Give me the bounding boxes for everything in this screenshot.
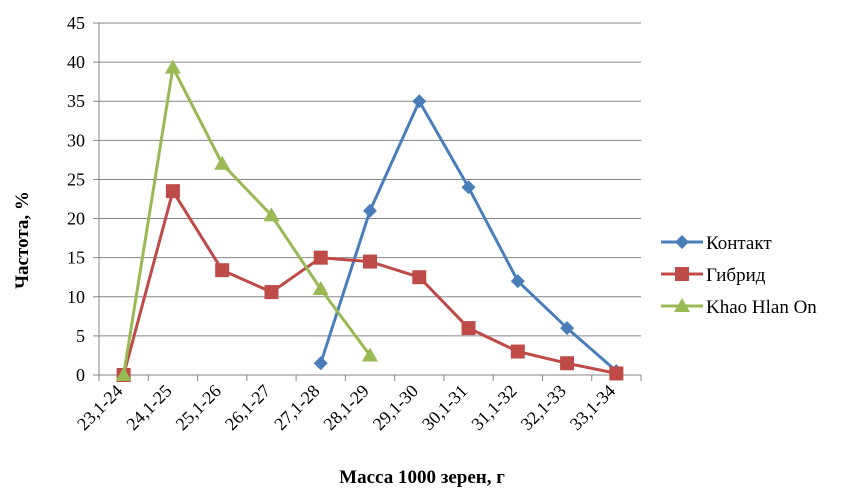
legend-label: Гибрид [706,265,766,286]
y-tick-label: 15 [67,248,85,268]
data-point [510,274,525,289]
data-point [263,207,280,222]
x-tick-label: 31,1-32 [467,381,520,434]
y-tick-label: 25 [67,169,85,189]
y-tick-label: 45 [67,13,85,33]
data-point [560,356,575,371]
legend-item: Гибрид [661,265,766,286]
series-line [122,66,372,376]
legend-marker [674,298,690,312]
y-tick-label: 5 [76,326,85,346]
data-point [510,344,525,359]
x-tick-label: 26,1-27 [221,381,274,434]
x-tick-label: 28,1-29 [319,381,372,434]
y-tick-label: 0 [76,365,85,385]
x-tick-label: 25,1-26 [172,381,225,434]
data-point [214,155,231,170]
x-tick-label: 24,1-25 [122,381,175,434]
data-point [115,367,132,381]
data-point [264,285,279,300]
plot-series [115,59,624,382]
legend-label: Контакт [706,233,772,254]
data-point [312,280,329,295]
data-point [164,59,181,74]
data-point [609,366,624,381]
y-axis-title: Частота, % [12,191,33,289]
data-point [363,203,377,218]
data-point [313,356,328,371]
data-point [412,94,427,109]
y-tick-label: 10 [67,287,85,307]
x-tick-label: 23,1-24 [73,381,126,434]
legend-item: Контакт [661,233,772,254]
x-tick-label: 29,1-30 [369,381,422,434]
legend: Контакт Гибрид Khao Hlan On [661,233,817,318]
data-point [363,254,377,269]
data-point [362,347,378,362]
data-point [461,180,476,195]
y-tick-label: 40 [67,52,85,72]
series-3 [115,59,378,381]
y-tick-label: 30 [67,130,85,150]
legend-item: Khao Hlan On [661,297,817,318]
data-point [560,321,575,336]
gridlines [99,22,641,337]
legend-marker [675,267,689,281]
axes: 05101520253035404523,1-2424,1-2525,1-262… [67,13,642,434]
y-tick-label: 35 [67,91,85,111]
x-tick-label: 30,1-31 [418,381,471,434]
data-point [313,250,328,265]
x-tick-label: 32,1-33 [517,381,570,434]
x-axis-title: Масса 1000 зерен, г [339,467,505,488]
legend-label: Khao Hlan On [706,297,817,318]
legend-marker [675,235,689,249]
data-point [215,263,230,278]
x-tick-label: 33,1-34 [566,381,619,434]
data-point [461,321,476,336]
data-point [412,270,427,285]
y-tick-label: 20 [67,209,85,229]
data-point [165,184,180,199]
x-tick-label: 27,1-28 [270,381,323,434]
